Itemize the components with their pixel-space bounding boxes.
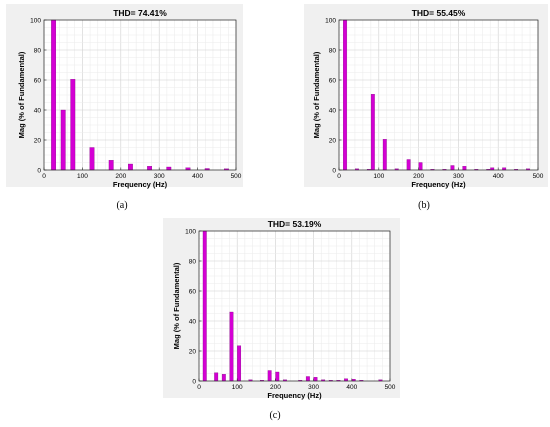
x-tick-label: 0 <box>197 384 201 391</box>
bar <box>51 19 56 171</box>
chart-panel-c: 0 100 200 300 400 500 0 20 40 60 80 100 THD= 53.19% F… <box>163 218 400 400</box>
axes-box <box>43 19 237 171</box>
bar <box>418 162 423 171</box>
bar <box>128 163 133 171</box>
y-tick-label: 20 <box>34 137 42 144</box>
y-tick-label: 20 <box>189 348 197 355</box>
chart-panel-a: 0 100 200 300 400 500 0 20 40 60 80 100 THD= 74.41% F… <box>6 4 243 189</box>
bar <box>313 377 318 382</box>
chart-b: 0 100 200 300 400 500 0 20 40 60 80 100 THD= 55.45% F… <box>312 8 544 189</box>
y-tick-label: 80 <box>329 47 337 54</box>
bar <box>202 230 207 382</box>
axes-box <box>338 19 539 171</box>
bar <box>382 139 387 171</box>
x-tick-label: 400 <box>493 173 504 180</box>
bar <box>462 166 467 171</box>
y-axis-label: Mag (% of Fundamental) <box>312 51 321 138</box>
bar <box>275 371 280 382</box>
y-tick-label: 0 <box>332 167 336 174</box>
x-tick-label: 100 <box>232 384 243 391</box>
y-tick-label: 40 <box>34 107 42 114</box>
x-tick-label: 0 <box>337 173 341 180</box>
bar <box>305 376 310 382</box>
bar <box>237 345 242 382</box>
y-tick-label: 80 <box>189 258 197 265</box>
bar <box>229 311 234 382</box>
y-tick-label: 0 <box>192 378 196 385</box>
caption-c: (c) <box>269 410 281 421</box>
x-tick-label: 100 <box>373 173 384 180</box>
y-tick-label: 20 <box>329 137 337 144</box>
y-tick-label: 60 <box>189 288 197 295</box>
x-tick-label: 200 <box>413 173 424 180</box>
x-tick-label: 400 <box>346 384 357 391</box>
chart-title: THD= 53.19% <box>268 219 322 229</box>
bar <box>147 166 153 171</box>
x-tick-label: 200 <box>270 384 281 391</box>
y-tick-label: 60 <box>329 77 337 84</box>
chart-a: 0 100 200 300 400 500 0 20 40 60 80 100 THD= 74.41% F… <box>17 8 242 189</box>
y-tick-label: 40 <box>329 107 337 114</box>
bar <box>89 147 95 171</box>
chart-panel-b: 0 100 200 300 400 500 0 20 40 60 80 100 THD= 55.45% F… <box>304 4 548 189</box>
x-tick-label: 300 <box>453 173 464 180</box>
x-axis-label: Frequency (Hz) <box>267 391 322 400</box>
y-axis-label: Mag (% of Fundamental) <box>172 262 181 349</box>
y-tick-label: 60 <box>34 77 42 84</box>
bar <box>108 160 114 171</box>
bar <box>343 19 347 171</box>
x-tick-label: 300 <box>308 384 319 391</box>
bar <box>214 372 219 382</box>
x-tick-label: 500 <box>385 384 396 391</box>
caption-b: (b) <box>418 200 430 211</box>
axes-box <box>198 230 391 382</box>
bar <box>406 159 411 171</box>
x-tick-label: 0 <box>42 173 46 180</box>
chart-title: THD= 74.41% <box>113 8 167 18</box>
bar <box>166 166 172 171</box>
bar <box>70 79 76 171</box>
chart-c: 0 100 200 300 400 500 0 20 40 60 80 100 THD= 53.19% F… <box>172 219 396 400</box>
x-tick-label: 500 <box>533 173 544 180</box>
caption-a: (a) <box>116 200 128 211</box>
x-axis-label: Frequency (Hz) <box>411 180 466 189</box>
bar <box>370 94 375 171</box>
bar <box>450 165 455 171</box>
x-tick-label: 300 <box>154 173 165 180</box>
chart-title: THD= 55.45% <box>412 8 466 18</box>
bar <box>267 370 272 382</box>
y-axis-label: Mag (% of Fundamental) <box>17 51 26 138</box>
x-tick-label: 500 <box>231 173 242 180</box>
y-tick-label: 0 <box>37 167 41 174</box>
x-axis-label: Frequency (Hz) <box>113 180 168 189</box>
bar <box>221 374 226 382</box>
x-tick-label: 200 <box>115 173 126 180</box>
y-tick-label: 80 <box>34 47 42 54</box>
y-tick-label: 100 <box>185 228 196 235</box>
y-tick-label: 40 <box>189 318 197 325</box>
x-tick-label: 100 <box>77 173 88 180</box>
y-tick-label: 100 <box>325 17 336 24</box>
bar <box>60 109 66 171</box>
y-tick-label: 100 <box>30 17 41 24</box>
x-tick-label: 400 <box>192 173 203 180</box>
